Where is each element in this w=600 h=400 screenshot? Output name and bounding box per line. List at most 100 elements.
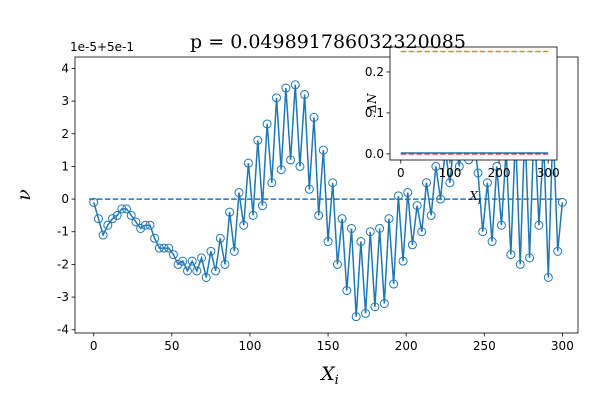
data-point <box>206 246 216 256</box>
data-point <box>107 214 117 224</box>
x-tick-label: 50 <box>164 339 179 353</box>
data-point <box>478 227 488 237</box>
data-point <box>154 243 164 253</box>
offset-text: 1e-5+5e-1 <box>70 40 134 54</box>
data-point <box>286 155 296 165</box>
data-point <box>257 201 267 211</box>
data-point <box>421 178 431 188</box>
data-point <box>290 80 300 90</box>
y-tick-label: 0 <box>61 192 69 206</box>
data-point <box>131 217 141 227</box>
data-point <box>557 197 567 207</box>
data-point <box>487 237 497 247</box>
y-tick-label: -1 <box>57 225 69 239</box>
data-point <box>351 312 361 322</box>
x-tick-label: 0 <box>397 166 405 180</box>
y-tick-label: 2 <box>61 127 69 141</box>
data-point <box>407 240 417 250</box>
x-tick-label: 150 <box>317 339 340 353</box>
data-point <box>248 210 258 220</box>
data-point <box>389 279 399 289</box>
data-point <box>220 259 230 269</box>
data-point <box>197 253 207 263</box>
y-tick-label: -3 <box>57 290 69 304</box>
data-point <box>553 246 563 256</box>
data-point <box>98 230 108 240</box>
x-axis-label-main: X <box>468 189 478 203</box>
data-point <box>150 233 160 243</box>
chart-title: p = 0.049891786032320085 <box>190 31 466 53</box>
data-point <box>506 250 516 260</box>
data-point <box>211 266 221 276</box>
data-point <box>136 223 146 233</box>
data-point <box>332 259 342 269</box>
data-point <box>126 210 136 220</box>
data-point <box>122 204 132 214</box>
data-line <box>93 84 564 317</box>
axes-frame <box>74 56 579 334</box>
x-tick-label: 250 <box>473 339 496 353</box>
data-point <box>398 256 408 266</box>
y-tick-label: 1 <box>61 159 69 173</box>
data-point <box>309 112 319 122</box>
data-point <box>492 161 502 171</box>
y-tick-label: 0.0 <box>365 147 384 161</box>
data-point <box>515 259 525 269</box>
data-point <box>243 158 253 168</box>
x-tick-label: 200 <box>395 339 418 353</box>
data-point <box>370 302 380 312</box>
x-tick-label: 300 <box>551 339 574 353</box>
data-point <box>140 220 150 230</box>
data-point <box>159 243 169 253</box>
data-point <box>187 256 197 266</box>
data-point <box>375 223 385 233</box>
y-axis-label: ΔN <box>365 93 379 114</box>
y-tick-label: -2 <box>57 257 69 271</box>
data-point <box>178 256 188 266</box>
data-point <box>436 194 446 204</box>
data-point <box>112 210 122 220</box>
data-point <box>262 119 272 129</box>
data-point <box>168 250 178 260</box>
data-point <box>182 266 192 276</box>
data-point <box>365 227 375 237</box>
data-point <box>173 259 183 269</box>
data-point <box>253 135 263 145</box>
data-point <box>454 161 464 171</box>
data-point <box>431 161 441 171</box>
data-point <box>164 243 174 253</box>
data-point <box>93 214 103 224</box>
data-point <box>300 90 310 100</box>
data-point <box>534 220 544 230</box>
data-point <box>445 178 455 188</box>
x-tick-label: 0 <box>90 339 98 353</box>
data-point <box>426 210 436 220</box>
data-point <box>379 299 389 309</box>
y-tick-label: -4 <box>57 323 69 337</box>
plot-area <box>390 47 557 160</box>
data-point <box>323 237 333 247</box>
data-point <box>412 201 422 211</box>
data-point <box>525 253 535 263</box>
data-point <box>384 214 394 224</box>
data-point <box>543 272 553 282</box>
data-point <box>281 83 291 93</box>
data-point <box>361 308 371 318</box>
data-point <box>318 145 328 155</box>
y-tick-label: 4 <box>61 61 69 75</box>
data-point <box>346 223 356 233</box>
data-point <box>328 178 338 188</box>
data-point <box>229 246 239 256</box>
data-point <box>117 204 127 214</box>
data-point <box>145 220 155 230</box>
x-tick-label: 100 <box>438 166 461 180</box>
data-point <box>215 233 225 243</box>
data-point <box>482 178 492 188</box>
x-tick-label: 200 <box>488 166 511 180</box>
data-point <box>496 220 506 230</box>
data-point <box>393 191 403 201</box>
y-tick-label: 0.2 <box>365 65 384 79</box>
y-tick-label: 0.1 <box>365 106 384 120</box>
x-tick-label: 100 <box>239 339 262 353</box>
